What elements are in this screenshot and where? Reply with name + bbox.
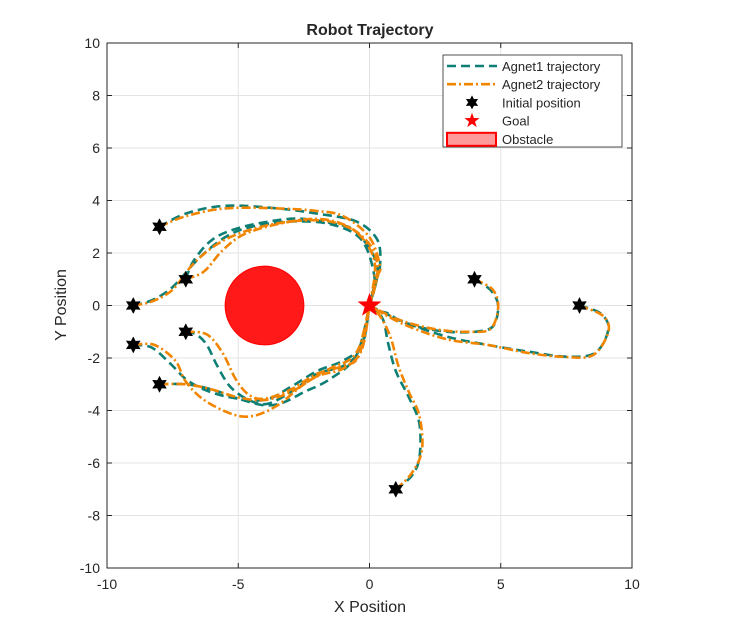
trajectory-layer bbox=[132, 204, 611, 491]
y-tick-label: 8 bbox=[92, 88, 100, 104]
chart-title: Robot Trajectory bbox=[306, 22, 433, 39]
series-1-path-9 bbox=[368, 304, 422, 491]
initial-position-marker-6 bbox=[152, 375, 167, 393]
x-tick-labels: -10 -5 0 5 10 bbox=[97, 576, 640, 592]
y-tick-label: 6 bbox=[92, 140, 100, 156]
initial-position-marker-7 bbox=[467, 270, 482, 288]
initial-position-marker-3 bbox=[125, 296, 141, 315]
legend-swatch bbox=[446, 131, 497, 147]
y-tick-labels: -10 -8 -6 -4 -2 0 2 4 6 8 10 bbox=[80, 35, 100, 576]
x-tick-label: 0 bbox=[366, 576, 374, 592]
x-axis-label: X Position bbox=[334, 599, 406, 616]
y-tick-label: -10 bbox=[80, 560, 100, 576]
y-tick-label: -2 bbox=[88, 350, 101, 366]
obstacle-layer bbox=[224, 265, 305, 346]
initial-position-marker-4 bbox=[178, 323, 194, 341]
goal-marker bbox=[357, 292, 382, 316]
y-tick-label: 10 bbox=[84, 35, 100, 51]
series-2-path-8 bbox=[368, 304, 611, 360]
legend-label: Initial position bbox=[502, 95, 581, 110]
x-tick-label: -5 bbox=[232, 576, 245, 592]
series-2-path-3 bbox=[133, 218, 377, 307]
series-2-path-5 bbox=[133, 305, 371, 419]
legend-item-5: Obstacle bbox=[446, 131, 553, 147]
series-2-path-7 bbox=[368, 278, 500, 334]
legend: Agnet1 trajectory Agnet2 trajectory Initia… bbox=[442, 54, 623, 148]
x-tick-label: 10 bbox=[624, 576, 640, 592]
legend-item-1: Agnet1 trajectory bbox=[447, 59, 601, 74]
initial-position-marker-8 bbox=[572, 296, 587, 315]
y-tick-label: -6 bbox=[88, 455, 101, 471]
x-tick-label: 5 bbox=[497, 576, 505, 592]
series-2-path-6 bbox=[159, 305, 371, 402]
initial-position-marker-2 bbox=[178, 270, 194, 288]
series-2-trajectories bbox=[133, 206, 611, 491]
legend-label: Obstacle bbox=[502, 132, 553, 147]
y-tick-label: -8 bbox=[88, 508, 101, 524]
x-tick-label: -10 bbox=[97, 576, 117, 592]
marker-layer bbox=[125, 218, 587, 498]
legend-item-3: Initial position bbox=[465, 95, 581, 110]
legend-item-2: Agnet2 trajectory bbox=[447, 77, 601, 92]
initial-position-marker-1 bbox=[152, 218, 167, 236]
obstacle-circle bbox=[224, 265, 305, 346]
legend-swatch bbox=[465, 95, 479, 110]
series-2-path-2 bbox=[185, 217, 379, 306]
legend-label: Agnet2 trajectory bbox=[502, 77, 601, 92]
initial-position-marker-5 bbox=[125, 336, 141, 354]
series-2-path-9 bbox=[368, 304, 424, 491]
legend-label: Agnet1 trajectory bbox=[502, 59, 601, 74]
y-axis-label: Y Position bbox=[53, 269, 70, 341]
legend-label: Goal bbox=[502, 114, 530, 129]
legend-item-4: Goal bbox=[464, 112, 530, 129]
y-tick-label: 4 bbox=[92, 193, 100, 209]
tick-marks bbox=[106, 42, 633, 569]
legend-swatch bbox=[464, 112, 480, 128]
series-1-path-3 bbox=[132, 220, 377, 307]
y-tick-label: 0 bbox=[92, 298, 100, 314]
y-tick-label: -4 bbox=[88, 403, 101, 419]
y-tick-label: 2 bbox=[92, 245, 100, 261]
initial-position-marker-9 bbox=[388, 480, 404, 498]
series-2-path-1 bbox=[158, 206, 382, 306]
